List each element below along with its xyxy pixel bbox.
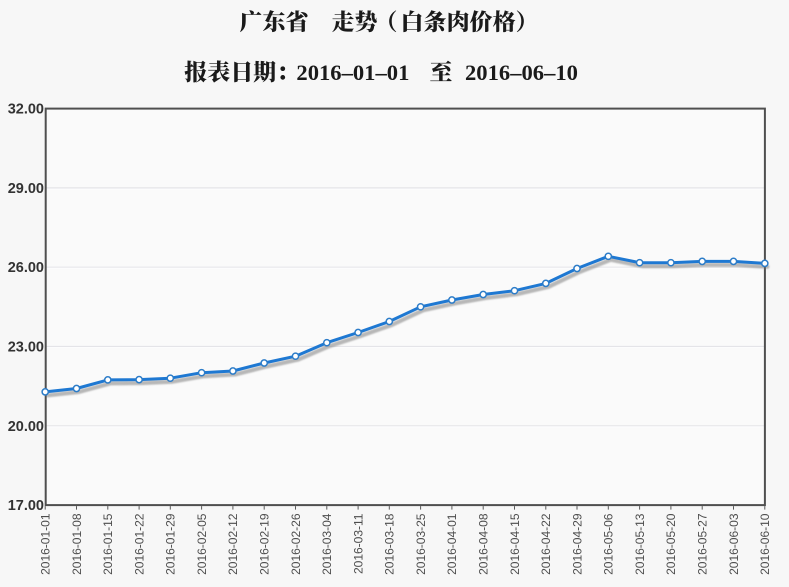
svg-text:2016-01-01: 2016-01-01	[39, 513, 53, 575]
svg-text:2016-04-15: 2016-04-15	[508, 513, 522, 575]
svg-text:2016-03-25: 2016-03-25	[414, 513, 428, 575]
svg-text:2016-01-29: 2016-01-29	[164, 513, 178, 575]
svg-text:2016-03-04: 2016-03-04	[320, 513, 334, 575]
svg-text:2016-01-15: 2016-01-15	[101, 513, 115, 575]
svg-text:2016-02-26: 2016-02-26	[289, 513, 303, 575]
svg-text:2016-06-03: 2016-06-03	[727, 513, 741, 575]
svg-text:26.00: 26.00	[8, 260, 44, 276]
svg-text:2016-03-18: 2016-03-18	[383, 513, 397, 575]
svg-text:2016-02-12: 2016-02-12	[226, 513, 240, 575]
svg-text:32.00: 32.00	[8, 102, 44, 118]
svg-text:2016-05-27: 2016-05-27	[696, 513, 710, 575]
svg-text:2016–01–01: 2016–01–01	[296, 60, 409, 85]
svg-text:17.00: 17.00	[8, 498, 44, 514]
svg-text:2016-04-22: 2016-04-22	[539, 513, 553, 575]
svg-text:2016-01-08: 2016-01-08	[70, 513, 84, 575]
svg-text:2016-02-05: 2016-02-05	[195, 513, 209, 575]
svg-text:2016-05-13: 2016-05-13	[633, 513, 647, 575]
svg-text:2016-04-29: 2016-04-29	[570, 513, 584, 575]
svg-text:2016-05-06: 2016-05-06	[602, 513, 616, 575]
svg-text:2016-04-01: 2016-04-01	[445, 513, 459, 575]
svg-text:23.00: 23.00	[8, 340, 44, 356]
svg-text:2016-01-22: 2016-01-22	[132, 513, 146, 575]
svg-text:2016-02-19: 2016-02-19	[258, 513, 272, 575]
svg-text:2016–06–10: 2016–06–10	[465, 60, 578, 85]
svg-text:2016-06-10: 2016-06-10	[758, 513, 772, 575]
svg-text:2016-03-11: 2016-03-11	[351, 513, 365, 574]
svg-text:20.00: 20.00	[8, 419, 44, 435]
svg-text:2016-04-08: 2016-04-08	[477, 513, 491, 575]
svg-text:29.00: 29.00	[8, 181, 44, 197]
svg-text:2016-05-20: 2016-05-20	[664, 513, 678, 575]
